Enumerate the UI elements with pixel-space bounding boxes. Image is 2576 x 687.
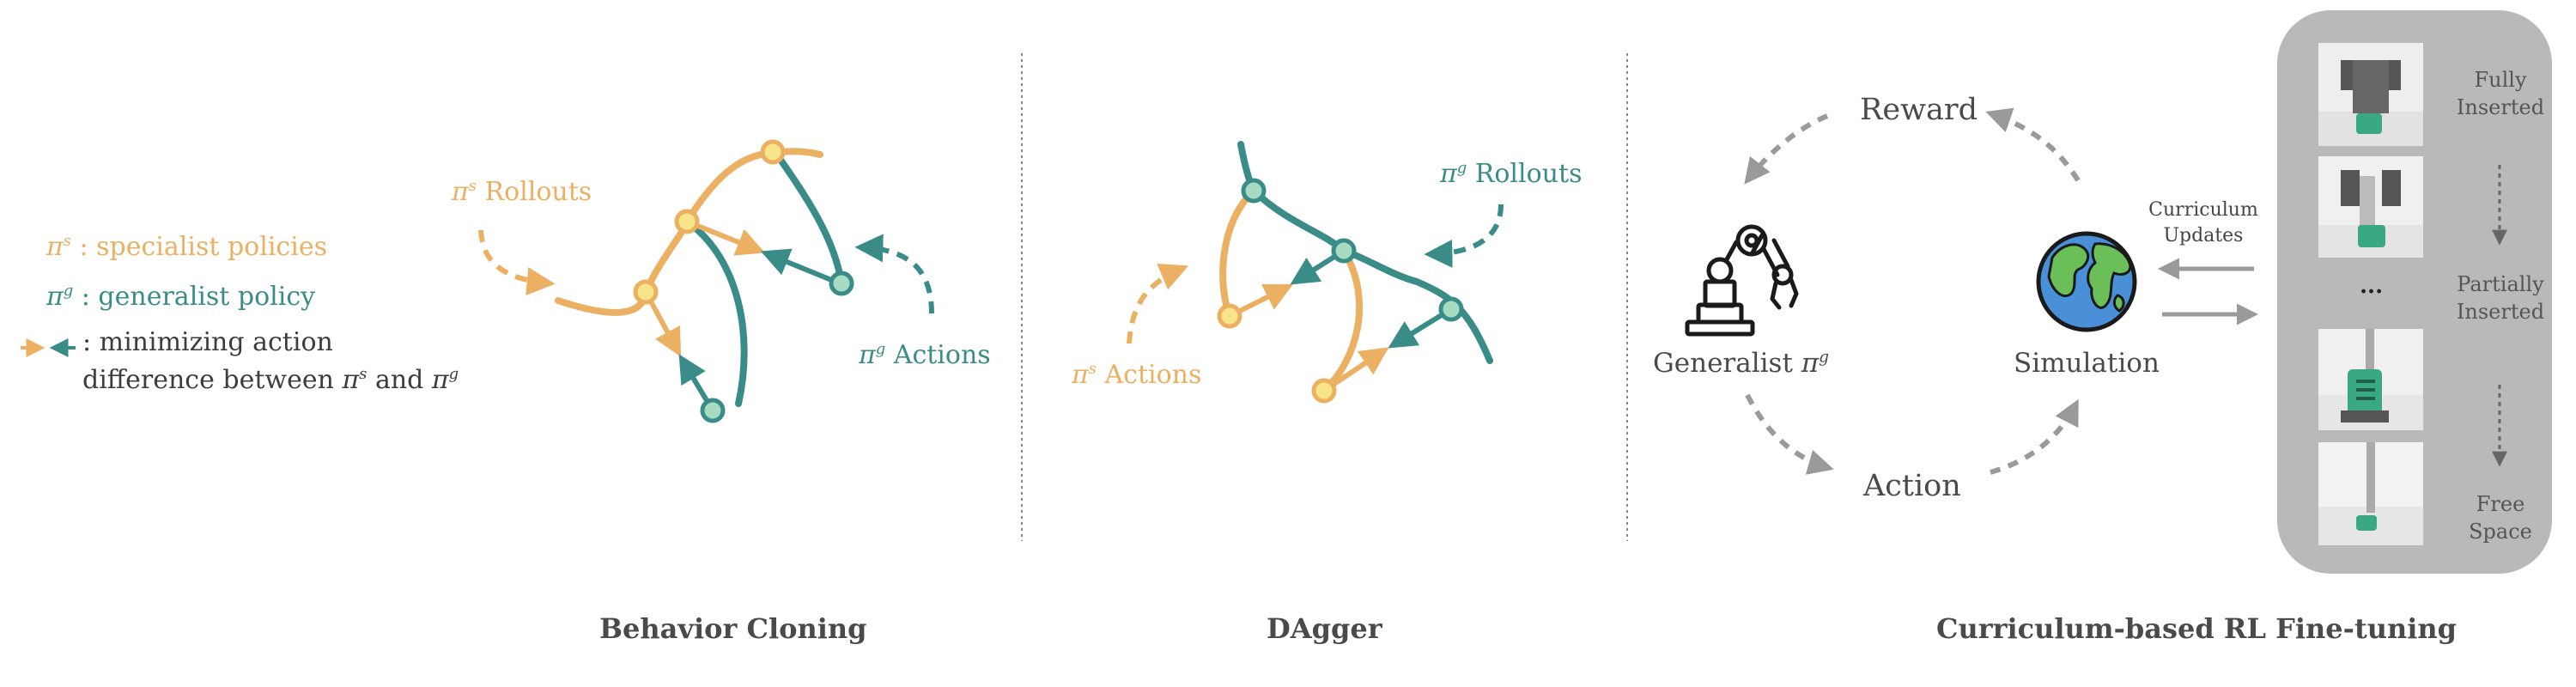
bc-state-node [674,209,700,234]
dagger-state-node [1217,303,1242,329]
bc-generalist-curve-1 [771,148,845,287]
sim-frame-partially-inserted [2318,329,2423,430]
dagger-state-node [1331,238,1357,264]
bc-actions-label: πg Actions [859,340,991,370]
bc-state-node [633,279,659,305]
bc-state-node [700,398,726,423]
dagger-specialist-curve-2 [1321,247,1364,394]
ellipsis-label: ... [2360,273,2384,299]
dagger-state-node [1438,296,1464,322]
dagger-title: DAgger [1267,612,1382,645]
behavior-cloning-diagram [478,139,934,423]
globe-icon [2036,231,2137,332]
loop-arrow-generalist-to-action [1745,393,1834,475]
dagger-rollouts-dashed-arrow [1424,204,1504,269]
bc-generalist-curve-2 [683,218,748,407]
legend-arrows-text: : minimizing action [82,327,333,357]
bc-diff-arrow-orange-2 [685,219,766,256]
partially-inserted-label: Partially Inserted [2456,272,2545,324]
legend-specialist: πs : specialist policies [46,232,327,262]
rl-loop-diagram [1685,107,2258,475]
bc-actions-dashed-arrow [854,234,934,314]
dagger-specialist-curve-1 [1219,187,1257,319]
sim-frame-fully-inserted [2318,43,2423,146]
behavior-cloning-title: Behavior Cloning [599,612,867,645]
dagger-rollouts-label: πg Rollouts [1440,159,1583,189]
bc-state-node [829,271,854,296]
bc-state-node [760,139,786,165]
free-space-label: Free Space [2469,492,2532,544]
bc-diff-arrow-teal-1 [760,248,841,286]
sim-frame-free-space [2318,442,2423,545]
simulation-label: Simulation [2014,348,2160,379]
action-label: Action [1863,469,1961,503]
dagger-actions-dashed-arrow [1127,263,1189,344]
dagger-state-node [1241,178,1267,204]
generalist-label: Generalist πg [1653,348,1830,379]
sim-frame-inserting [2318,156,2423,258]
curriculum-title: Curriculum-based RL Fine-tuning [1936,612,2458,645]
dagger-state-node [1311,378,1337,404]
legend-difference-text: difference between πs and πg [82,365,459,395]
dagger-diagram [1127,141,1504,404]
fully-inserted-label: Fully Inserted [2456,68,2545,119]
reward-label: Reward [1860,93,1978,127]
loop-arrow-reward-to-generalist [1744,113,1829,185]
bc-rollouts-dashed-arrow [478,229,556,296]
loop-arrow-simulation-to-reward [1985,107,2081,182]
bc-rollouts-label: πs Rollouts [452,177,592,207]
dagger-actions-label: πs Actions [1072,360,1202,390]
legend-generalist: πg : generalist policy [46,282,316,312]
insertion-stages-panel [2277,10,2552,574]
curriculum-updates-label: Curriculum Updates [2148,199,2258,246]
loop-arrow-action-to-simulation [1990,398,2079,475]
robot-arm-icon [1685,224,1799,337]
